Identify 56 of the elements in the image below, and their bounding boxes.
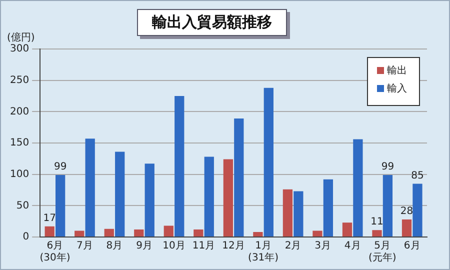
x-tick-label: 6月 xyxy=(404,240,420,252)
x-tick-label: 3月 xyxy=(314,240,332,252)
x-tick-label: 4月 xyxy=(344,240,361,252)
x-tick-label: 11月 xyxy=(192,240,216,252)
bar xyxy=(253,232,263,236)
y-tick-label: 100 xyxy=(10,168,30,180)
data-label: 11 xyxy=(370,216,384,228)
bar xyxy=(56,174,66,236)
x-tick-label: 8月 xyxy=(106,240,123,252)
y-tick-label: 50 xyxy=(16,200,30,212)
bar xyxy=(223,159,234,236)
x-tick-label: 9月 xyxy=(136,240,152,252)
bar xyxy=(115,152,125,236)
x-tick-label: 2月 xyxy=(284,240,302,252)
bar xyxy=(144,164,154,236)
bar xyxy=(194,229,204,236)
bar xyxy=(323,179,334,236)
bar xyxy=(44,226,54,236)
bar xyxy=(204,156,214,236)
y-tick-label: 250 xyxy=(10,74,30,86)
bar xyxy=(85,138,95,236)
y-tick-label: 200 xyxy=(10,106,30,118)
bar xyxy=(74,230,84,236)
bar xyxy=(382,174,393,236)
bar xyxy=(174,96,184,236)
bar xyxy=(134,229,144,236)
bar xyxy=(342,222,352,236)
x-tick-label: 7月 xyxy=(76,240,93,252)
legend-label: 輸出 xyxy=(387,64,407,77)
bar xyxy=(312,230,322,236)
y-axis-title: (億円) xyxy=(7,32,35,44)
y-tick-label: 0 xyxy=(22,232,30,243)
bar xyxy=(282,189,293,236)
data-label: 28 xyxy=(400,206,414,218)
data-label: 99 xyxy=(54,162,67,173)
bar xyxy=(164,226,174,236)
bar xyxy=(234,118,244,236)
data-label: 99 xyxy=(381,162,394,173)
bar xyxy=(104,228,114,236)
bar xyxy=(264,88,274,236)
bar xyxy=(353,139,363,236)
x-tick-label: 10月 xyxy=(162,240,186,252)
bar xyxy=(412,184,422,236)
x-tick-label: 6月 (30年) xyxy=(40,240,70,264)
y-tick-label: 300 xyxy=(10,44,30,55)
data-label: 17 xyxy=(43,212,56,224)
data-label: 85 xyxy=(411,170,424,182)
chart-title: 輸出入貿易額推移 xyxy=(137,9,287,36)
y-tick-label: 150 xyxy=(10,138,30,149)
x-tick-label: 5月 (元年) xyxy=(368,240,396,264)
legend-label: 輸入 xyxy=(387,82,407,95)
x-tick-label: 12月 xyxy=(222,240,245,252)
bar xyxy=(294,191,304,236)
bar xyxy=(402,219,412,236)
x-tick-label: 1月 (31年) xyxy=(248,240,279,264)
bar xyxy=(372,230,382,236)
